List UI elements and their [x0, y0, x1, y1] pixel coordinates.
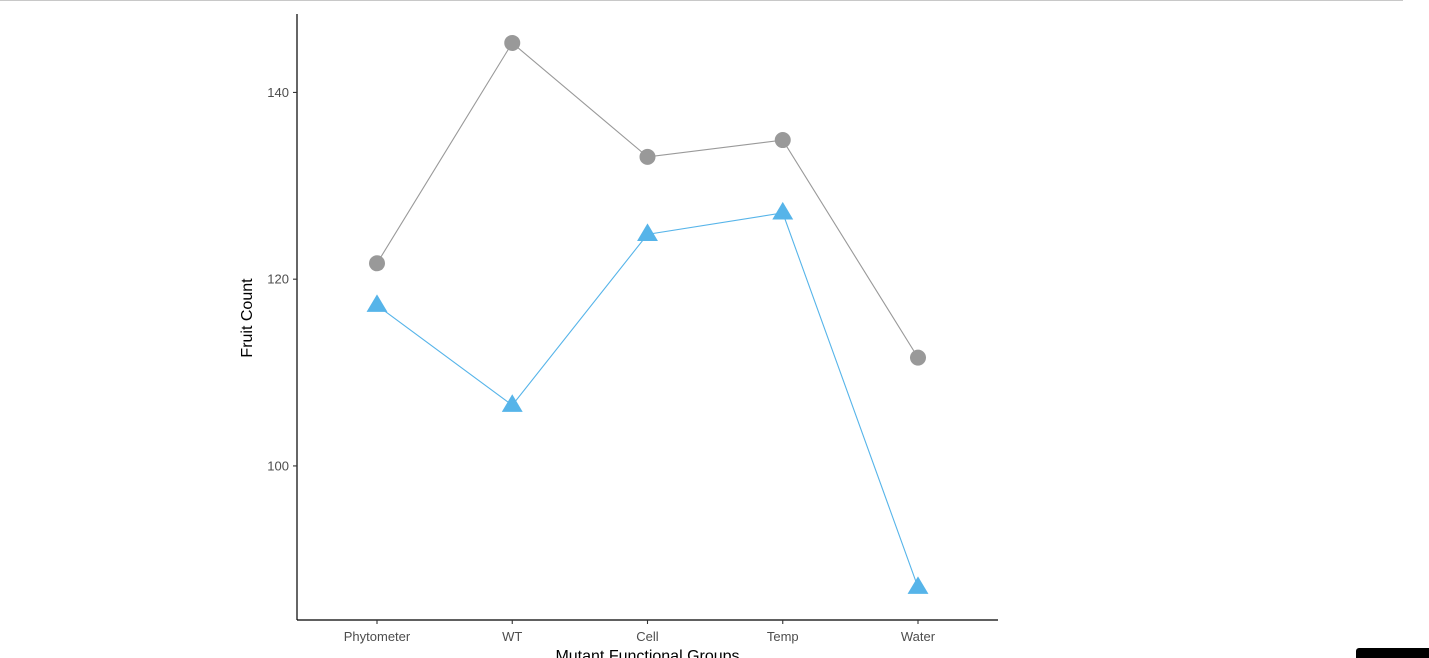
data-point-triangle	[772, 201, 794, 220]
corner-overlay	[1356, 648, 1429, 658]
x-tick-label: Water	[901, 629, 936, 644]
x-tick-label: Temp	[767, 629, 799, 644]
data-point-triangle	[907, 576, 929, 594]
x-ticks: Phytometer WT Cell Temp Water	[344, 620, 936, 644]
series-line-2	[376, 212, 919, 588]
series-layer	[366, 34, 929, 594]
data-point-circle	[369, 255, 385, 272]
data-point-triangle	[501, 394, 523, 412]
y-tick-label: 140	[267, 85, 289, 100]
top-divider	[0, 0, 1403, 1]
data-point-triangle	[637, 223, 658, 241]
y-tick-label: 100	[267, 458, 289, 473]
series-line-1	[376, 42, 919, 358]
data-point-circle	[774, 132, 791, 149]
data-point-triangle	[366, 294, 388, 312]
y-tick-label: 120	[267, 272, 289, 287]
x-tick-label: Cell	[636, 629, 659, 644]
x-tick-label: WT	[502, 629, 522, 644]
data-point-circle	[504, 34, 521, 51]
data-point-circle	[910, 349, 926, 366]
y-axis-title: Fruit Count	[239, 278, 256, 358]
data-point-circle	[639, 148, 656, 165]
y-ticks: 100 120 140	[267, 85, 297, 473]
x-axis-title: Mutant Functional Groups	[555, 648, 739, 658]
x-tick-label: Phytometer	[344, 629, 411, 644]
